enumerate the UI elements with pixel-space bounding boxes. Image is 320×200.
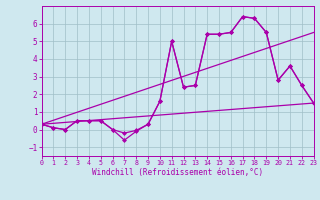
X-axis label: Windchill (Refroidissement éolien,°C): Windchill (Refroidissement éolien,°C) [92,168,263,177]
